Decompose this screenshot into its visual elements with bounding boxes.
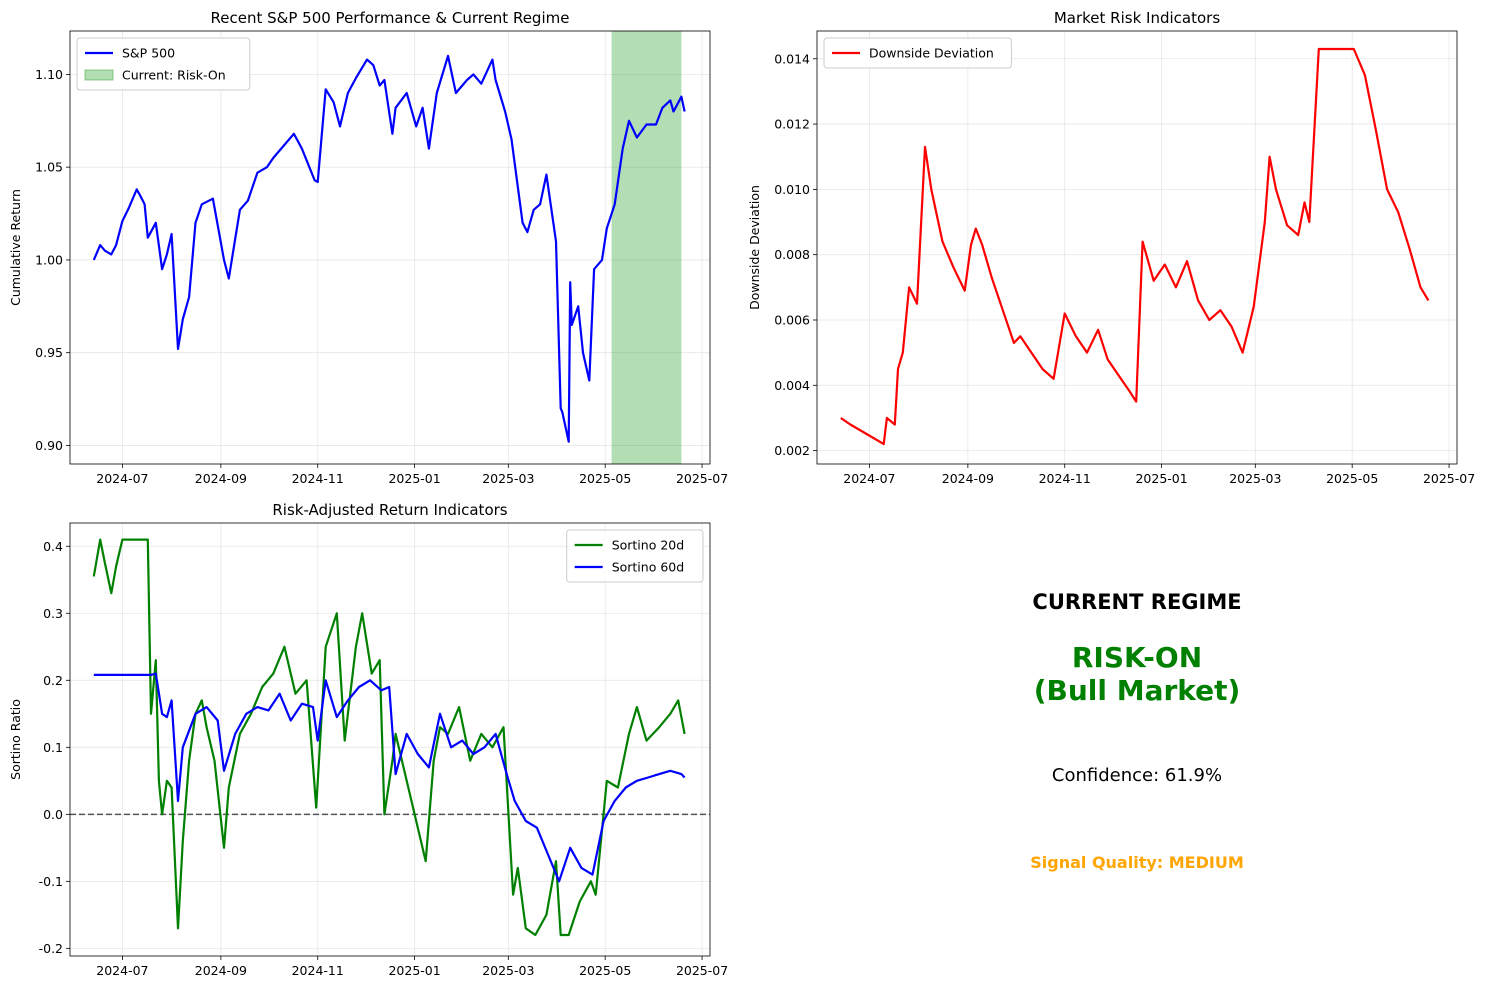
legend: S&P 500 Current: Risk-On [76,37,251,91]
x-tick-label: 2025-03 [1229,471,1281,486]
y-tick-label: -0.2 [39,941,63,956]
legend: Downside Deviation [823,37,1012,69]
legend: Sortino 20d Sortino 60d [566,529,704,583]
regime-label-line1: RISK-ON [1071,641,1203,674]
legend-box [76,37,251,91]
legend-box [566,529,704,583]
y-tick-label: 0.90 [35,438,63,453]
regime-confidence: Confidence: 61.9% [1051,765,1223,786]
chart-title: Risk-Adjusted Return Indicators [272,501,507,519]
chart-market-risk: 2024-07 2024-09 2024-11 2025-01 2025-03 2025-… [747,9,1475,486]
x-tick-label: 2025-01 [388,471,440,486]
y-axis-label: Downside Deviation [747,185,762,310]
legend-label: S&P 500 [122,46,175,61]
legend-label: Sortino 20d [612,538,684,553]
x-tick-label: 2025-03 [482,963,534,978]
y-tick-label: 0.2 [43,673,63,688]
x-tick-label: 2025-01 [1135,471,1187,486]
regime-heading: CURRENT REGIME [1032,590,1242,614]
current-regime-panel: CURRENT REGIME RISK-ON (Bull Market) Con… [740,495,1488,965]
series-line-1 [93,672,686,883]
plot-frame [69,30,711,465]
y-axis-label: Cumulative Return [8,189,23,306]
x-tick-label: 2025-05 [579,963,631,978]
y-tick-label: 0.010 [774,182,810,197]
regime-shaded-region [611,31,682,464]
x-tick-label: 2024-09 [195,471,247,486]
legend-label: Sortino 60d [612,560,684,575]
series-line-0 [92,538,686,937]
y-tick-label: 1.00 [35,252,63,267]
x-tick-label: 2025-05 [579,471,631,486]
regime-label-line2: (Bull Market) [1033,674,1241,707]
plot-frame [816,30,1458,465]
y-tick-label: 0.012 [774,117,810,132]
signal-quality: Signal Quality: MEDIUM [1030,853,1244,872]
chart-sp500-performance: 2024-07 2024-09 2024-11 2025-01 2025-03 2025-… [8,9,728,486]
y-tick-label: 0.1 [43,740,63,755]
y-tick-label: 0.006 [774,312,810,327]
x-tick-label: 2024-07 [843,471,895,486]
x-tick-label: 2024-11 [292,963,344,978]
x-tick-label: 2024-11 [292,471,344,486]
chart-title: Recent S&P 500 Performance & Current Reg… [211,9,570,27]
y-tick-label: 1.10 [35,67,63,82]
legend-swatch-patch [84,69,114,81]
x-tick-label: 2024-11 [1039,471,1091,486]
chart-title: Market Risk Indicators [1054,9,1220,27]
y-tick-label: 0.3 [43,606,63,621]
y-tick-label: 0.0 [43,807,63,822]
x-tick-label: 2025-05 [1326,471,1378,486]
y-tick-label: 1.05 [35,160,63,175]
x-tick-label: 2025-07 [1423,471,1475,486]
x-tick-label: 2025-03 [482,471,534,486]
x-tick-label: 2024-09 [942,471,994,486]
y-tick-label: 0.95 [35,345,63,360]
x-tick-label: 2024-07 [96,963,148,978]
series-line-0 [840,47,1430,446]
series-line-0 [92,54,686,443]
y-axis-label: Sortino Ratio [8,699,23,780]
y-tick-label: -0.1 [39,874,63,889]
legend-label: Downside Deviation [869,46,994,61]
legend-label: Current: Risk-On [122,68,226,83]
y-tick-label: 0.014 [774,51,810,66]
x-tick-label: 2024-07 [96,471,148,486]
regime-label: RISK-ON (Bull Market) [740,641,1488,707]
y-tick-label: 0.004 [774,378,810,393]
y-tick-label: 0.008 [774,247,810,262]
y-tick-label: 0.002 [774,443,810,458]
x-tick-label: 2024-09 [195,963,247,978]
plot-frame [69,522,711,957]
y-tick-label: 0.4 [43,539,63,554]
x-tick-label: 2025-01 [388,963,440,978]
chart-risk-adjusted-return: 2024-07 2024-09 2024-11 2025-01 2025-03 2025-… [8,501,728,978]
x-tick-label: 2025-07 [676,471,728,486]
legend-box [823,37,1012,69]
plot-area [70,523,710,956]
x-tick-label: 2025-07 [676,963,728,978]
